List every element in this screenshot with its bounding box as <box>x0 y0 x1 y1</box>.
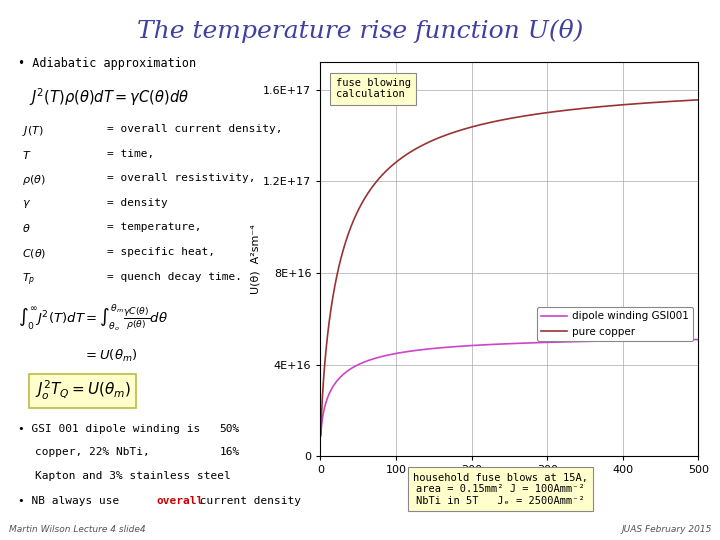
pure copper <box>317 431 325 438</box>
Text: = density: = density <box>107 198 167 208</box>
pure copper <box>694 97 703 103</box>
pure copper <box>359 197 368 203</box>
X-axis label: temp K: temp K <box>488 481 531 494</box>
Text: 50%: 50% <box>220 424 240 434</box>
Text: Martin Wilson Lecture 4 slide4: Martin Wilson Lecture 4 slide4 <box>9 524 145 534</box>
dipole winding GSI001 <box>462 343 470 349</box>
dipole winding GSI001 <box>694 336 703 343</box>
Text: = time,: = time, <box>107 148 154 159</box>
Text: $\int_0^\infty J^2(T)dT = \int_{\theta_o}^{\theta_m} \frac{\gamma C(\theta)}{\rh: $\int_0^\infty J^2(T)dT = \int_{\theta_o… <box>18 302 168 333</box>
Text: = specific heat,: = specific heat, <box>107 247 215 257</box>
Text: $T$: $T$ <box>22 148 31 161</box>
pure copper <box>646 99 654 106</box>
Text: current density: current density <box>193 496 301 506</box>
Text: overall: overall <box>157 496 204 506</box>
dipole winding GSI001 <box>382 352 390 359</box>
Y-axis label: U(θ)  A²sm⁻⁴: U(θ) A²sm⁻⁴ <box>251 224 261 294</box>
Text: $= U(\theta_m)$: $= U(\theta_m)$ <box>83 348 138 364</box>
Text: $J_o^2 T_Q = U(\theta_m)$: $J_o^2 T_Q = U(\theta_m)$ <box>35 379 131 402</box>
Text: fuse blowing
calculation: fuse blowing calculation <box>336 78 410 99</box>
Text: household fuse blows at 15A,
area = 0.15mm² J = 100Amm⁻²
NbTi in 5T   Jₑ = 2500A: household fuse blows at 15A, area = 0.15… <box>413 472 588 505</box>
Text: = overall current density,: = overall current density, <box>107 124 282 134</box>
Text: = temperature,: = temperature, <box>107 222 201 233</box>
Text: copper, 22% NbTi,: copper, 22% NbTi, <box>35 447 149 457</box>
dipole winding GSI001 <box>317 433 325 439</box>
Text: • GSI 001 dipole winding is: • GSI 001 dipole winding is <box>18 424 200 434</box>
Text: $J^2(T)\rho(\theta)dT = \gamma C(\theta)d\theta$: $J^2(T)\rho(\theta)dT = \gamma C(\theta)… <box>29 86 189 108</box>
pure copper <box>382 167 390 174</box>
Text: • Adiabatic approximation: • Adiabatic approximation <box>18 57 196 70</box>
Text: Kapton and 3% stainless steel: Kapton and 3% stainless steel <box>35 471 230 481</box>
pure copper <box>462 125 470 132</box>
Text: $\theta$: $\theta$ <box>22 222 30 234</box>
pure copper <box>687 97 696 104</box>
Text: = quench decay time.: = quench decay time. <box>107 272 242 282</box>
dipole winding GSI001 <box>646 337 654 343</box>
Text: = overall resistivity,: = overall resistivity, <box>107 173 255 184</box>
Line: dipole winding GSI001: dipole winding GSI001 <box>321 340 698 436</box>
Text: • NB always use: • NB always use <box>18 496 126 506</box>
Text: $\gamma$: $\gamma$ <box>22 198 31 210</box>
Text: 16%: 16% <box>220 447 240 457</box>
Text: JUAS February 2015: JUAS February 2015 <box>621 524 711 534</box>
pure copper <box>477 121 486 127</box>
dipole winding GSI001 <box>477 342 486 348</box>
Text: $J(T)$: $J(T)$ <box>22 124 43 138</box>
Text: The temperature rise function U(θ): The temperature rise function U(θ) <box>137 19 583 43</box>
Text: $C(\theta)$: $C(\theta)$ <box>22 247 46 260</box>
Text: $\rho(\theta)$: $\rho(\theta)$ <box>22 173 45 187</box>
dipole winding GSI001 <box>359 359 368 366</box>
Text: $T_p$: $T_p$ <box>22 272 35 288</box>
dipole winding GSI001 <box>687 336 696 343</box>
Legend: dipole winding GSI001, pure copper: dipole winding GSI001, pure copper <box>536 307 693 341</box>
Line: pure copper: pure copper <box>321 100 698 435</box>
